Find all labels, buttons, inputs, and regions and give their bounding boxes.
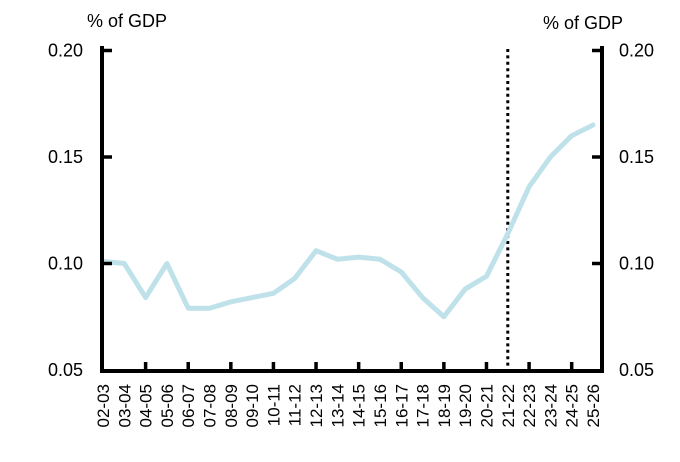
x-axis-tick-label: 15-16 [371,384,390,427]
x-axis-tick-label: 08-09 [222,384,241,427]
x-axis-tick-label: 24-25 [563,384,582,427]
left-axis-tick-label: 0.10 [48,254,83,274]
right-axis-tick-label: 0.15 [619,147,654,167]
x-axis-tick-label: 17-18 [414,384,433,427]
x-axis-tick-label: 09-10 [243,384,262,427]
x-axis-tick-label: 10-11 [264,384,283,426]
left-axis-tick-label: 0.20 [48,41,83,61]
x-axis-tick-label: 12-13 [307,384,326,427]
x-axis-tick-label: 23-24 [541,384,560,427]
left-axis-title: % of GDP [87,11,168,31]
right-axis-tick-label: 0.20 [619,41,654,61]
right-axis-title: % of GDP [542,13,623,33]
x-axis-tick-label: 22-23 [520,384,539,427]
x-axis-tick-label: 16-17 [392,384,411,427]
x-axis-tick-label: 18-19 [435,384,454,427]
right-axis-tick-label: 0.05 [619,360,654,380]
x-axis-tick-label: 20-21 [477,384,496,427]
x-axis-tick-label: 02-03 [94,384,113,427]
x-axis-tick-label: 03-04 [115,384,134,427]
x-axis-tick-label: 19-20 [456,384,475,427]
data-line [100,122,596,320]
left-axis-tick-label: 0.15 [48,147,83,167]
x-axis-tick-label: 07-08 [201,384,220,427]
x-axis-tick-label: 04-05 [137,384,156,427]
x-axis-tick-label: 13-14 [328,384,347,427]
x-axis-tick-label: 21-22 [499,384,518,427]
x-axis-tick-label: 05-06 [158,384,177,427]
right-axis-tick-label: 0.10 [619,254,654,274]
x-axis-tick-label: 06-07 [179,384,198,427]
left-axis-tick-label: 0.05 [48,360,83,380]
x-axis-tick-label: 14-15 [350,384,369,427]
x-axis-tick-label: 25-26 [584,384,603,427]
x-axis-tick-label: 11-12 [286,384,305,426]
